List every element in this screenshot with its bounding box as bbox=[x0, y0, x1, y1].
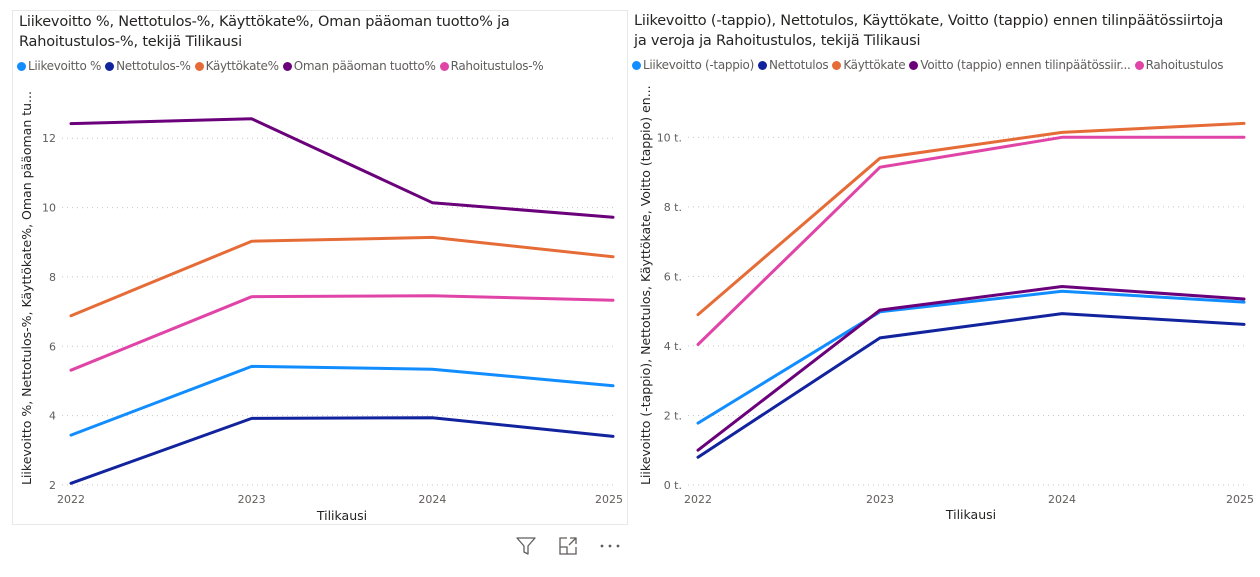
legend-item[interactable]: Rahoitustulos bbox=[1134, 58, 1224, 72]
y-tick-label: 10 bbox=[42, 202, 56, 215]
legend-marker-icon bbox=[194, 61, 204, 71]
legend-label: Liikevoitto % bbox=[28, 59, 102, 73]
legend-item[interactable]: Voitto (tappio) ennen tilinpäätössiir... bbox=[909, 58, 1131, 72]
chart-legend: Liikevoitto % Nettotulos-% Käyttökate% Oman… bbox=[17, 59, 547, 74]
legend-item[interactable]: Käyttökate% bbox=[194, 59, 279, 73]
chart-title: Liikevoitto (-tappio), Nettotulos, Käytt… bbox=[634, 11, 1223, 51]
y-tick-label: 2 t. bbox=[664, 409, 682, 422]
chart-title-line-2: Rahoitustulos-%, tekijä Tilikausi bbox=[19, 34, 242, 50]
legend-marker-icon bbox=[909, 60, 919, 70]
legend-label: Nettotulos-% bbox=[116, 59, 191, 73]
legend-label: Nettotulos bbox=[768, 58, 829, 72]
focus-mode-icon[interactable] bbox=[556, 534, 580, 558]
x-tick-label: 2025 bbox=[1226, 493, 1254, 506]
legend-marker-icon bbox=[439, 61, 449, 71]
legend-item[interactable]: Rahoitustulos-% bbox=[439, 59, 544, 73]
line-chart-amounts: 0 t. 2 t. 4 t. 6 t. 8 t. 10 t. 2022 2023 2024 202… bbox=[638, 85, 1254, 522]
y-axis-title: Liikevoitto (-tappio), Nettotulos, Käytt… bbox=[638, 85, 653, 485]
y-tick-label: 10 t. bbox=[657, 131, 682, 144]
legend-marker-icon bbox=[105, 61, 115, 71]
filter-icon[interactable] bbox=[514, 534, 538, 558]
more-options-icon[interactable] bbox=[598, 534, 622, 558]
legend-marker-icon bbox=[832, 60, 842, 70]
legend-marker-icon bbox=[1134, 60, 1144, 70]
x-tick-label: 2023 bbox=[238, 493, 266, 506]
y-tick-label: 12 bbox=[42, 132, 56, 145]
chart-title-line-1: Liikevoitto (-tappio), Nettotulos, Käytt… bbox=[634, 13, 1224, 29]
legend-label: Oman pääoman tuotto% bbox=[293, 59, 436, 73]
chart-legend: Liikevoitto (-tappio) Nettotulos Käyttökat… bbox=[632, 58, 1227, 73]
y-tick-label: 4 t. bbox=[664, 340, 682, 353]
x-axis-title: Tilikausi bbox=[945, 507, 996, 522]
legend-label: Rahoitustulos-% bbox=[450, 59, 544, 73]
legend-item[interactable]: Nettotulos bbox=[757, 58, 829, 72]
x-tick-label: 2024 bbox=[1048, 493, 1076, 506]
series-line[interactable] bbox=[696, 135, 1246, 346]
legend-label: Käyttökate bbox=[843, 58, 906, 72]
legend-marker-icon bbox=[632, 60, 641, 70]
chart-panel-percentages[interactable]: Liikevoitto %, Nettotulos-%, Käyttökate%… bbox=[12, 10, 628, 525]
x-axis-title: Tilikausi bbox=[316, 508, 367, 523]
chart-title-line-1: Liikevoitto %, Nettotulos-%, Käyttökate%… bbox=[19, 14, 510, 30]
y-axis-title: Liikevoitto %, Nettotulos-%, Käyttökate%… bbox=[19, 91, 34, 485]
legend-item[interactable]: Käyttökate bbox=[832, 58, 906, 72]
y-tick-label: 8 bbox=[49, 271, 56, 284]
x-tick-label: 2022 bbox=[57, 493, 85, 506]
series-line[interactable] bbox=[69, 364, 615, 437]
legend-item[interactable]: Nettotulos-% bbox=[105, 59, 191, 73]
legend-marker-icon bbox=[757, 60, 767, 70]
line-chart-percentages: 2 4 6 8 10 12 2022 2023 2024 2025 Tilikausi Liikevo… bbox=[19, 91, 623, 523]
legend-label: Käyttökate% bbox=[205, 59, 279, 73]
legend-label: Voitto (tappio) ennen tilinpäätössiir... bbox=[920, 58, 1131, 72]
y-tick-label: 4 bbox=[49, 410, 56, 423]
x-tick-label: 2023 bbox=[866, 493, 894, 506]
legend-marker-icon bbox=[17, 61, 26, 71]
series-line[interactable] bbox=[696, 312, 1246, 459]
chart-panel-amounts[interactable]: Liikevoitto (-tappio), Nettotulos, Käytt… bbox=[632, 10, 1260, 525]
y-tick-label: 0 t. bbox=[664, 479, 682, 492]
y-tick-label: 2 bbox=[49, 479, 56, 492]
y-tick-label: 8 t. bbox=[664, 201, 682, 214]
legend-item[interactable]: Liikevoitto % bbox=[17, 59, 101, 73]
series-line[interactable] bbox=[69, 294, 615, 372]
legend-item[interactable]: Oman pääoman tuotto% bbox=[282, 59, 436, 73]
series-line[interactable] bbox=[696, 121, 1246, 317]
legend-label: Liikevoitto (-tappio) bbox=[643, 58, 754, 72]
legend-label: Rahoitustulos bbox=[1145, 58, 1224, 72]
y-tick-label: 6 t. bbox=[664, 270, 682, 283]
visual-toolbar bbox=[514, 534, 622, 558]
series-line[interactable] bbox=[696, 289, 1246, 425]
x-tick-label: 2024 bbox=[418, 493, 446, 506]
chart-title: Liikevoitto %, Nettotulos-%, Käyttökate%… bbox=[19, 12, 510, 52]
series-line[interactable] bbox=[69, 117, 615, 219]
y-tick-label: 6 bbox=[49, 340, 56, 353]
series-line[interactable] bbox=[69, 416, 615, 485]
legend-marker-icon bbox=[282, 61, 292, 71]
series-line[interactable] bbox=[69, 235, 615, 318]
legend-item[interactable]: Liikevoitto (-tappio) bbox=[632, 58, 754, 72]
series-line[interactable] bbox=[696, 285, 1246, 452]
x-tick-label: 2025 bbox=[595, 493, 623, 506]
chart-title-line-2: ja veroja ja Rahoitustulos, tekijä Tilik… bbox=[634, 33, 921, 49]
x-tick-label: 2022 bbox=[684, 493, 712, 506]
